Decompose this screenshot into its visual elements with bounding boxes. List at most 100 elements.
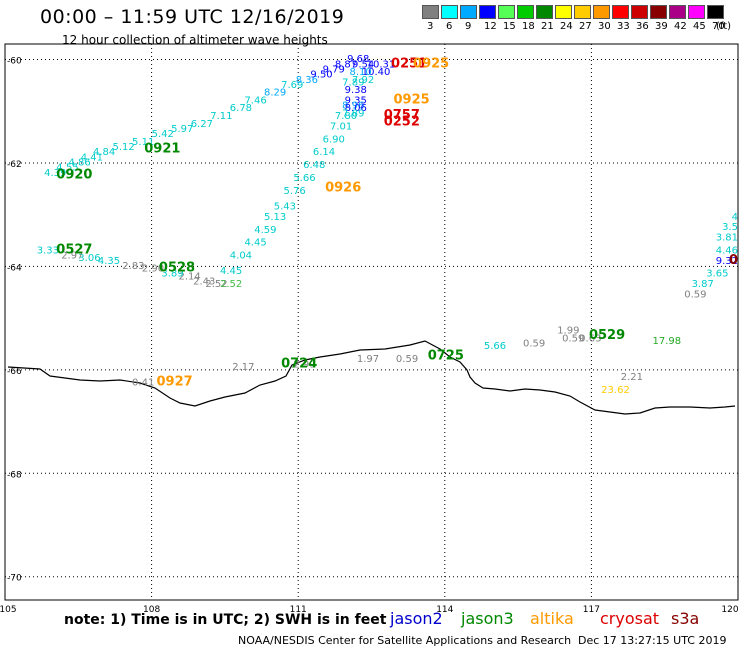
wave-height-label: 2.52 [220,279,242,290]
lon-tick-label: 108 [143,605,160,615]
wave-height-label: 9.54 [352,59,374,70]
wave-height-label: 5.12 [113,142,135,153]
wave-height-label: 7.46 [244,95,266,106]
time-label: 0527 [56,242,92,257]
wave-height-label: 8.36 [296,75,318,86]
legend-label-36: 36 [636,21,649,32]
wave-height-label: 5.66 [484,341,506,352]
wave-height-label: 1.97 [357,354,379,365]
legend-swatch-39 [650,5,667,19]
wave-height-label: 6.27 [191,119,213,130]
wave-height-label: 6.14 [313,147,335,158]
wave-height-label: 6.90 [323,134,345,145]
wave-height-label: 0.59 [396,354,418,365]
legend-label-6: 6 [446,21,453,32]
wave-height-label: 4.04 [230,251,252,262]
wave-height-label: 4.84 [93,147,115,158]
lon-tick-label: 111 [290,605,307,615]
wave-height-label: 2.83 [122,261,144,272]
coastline [7,340,736,415]
wave-height-label: 2.90 [142,264,164,275]
footer-credit: NOAA/NESDIS Center for Satellite Applica… [238,634,572,647]
legend-label-24: 24 [560,21,573,32]
time-label: 0724 [281,356,317,371]
wave-height-label: 8.06 [345,103,367,114]
lat-tick-label: -66 [7,367,22,377]
wave-height-label: 1.99 [557,326,579,337]
time-label: 0925 [393,92,429,107]
wave-height-label: 0.41 [132,377,154,388]
wave-height-label: 2.43 [193,277,215,288]
legend-swatch-9 [460,5,477,19]
wave-height-label: 6.48 [303,160,325,171]
wave-height-label: 5.97 [171,124,193,135]
wave-height-label: 7.89 [342,108,364,119]
time-labels-layer: 0920092105270528092609250757025202510925… [56,56,738,389]
legend-swatch-30 [593,5,610,19]
legend-label-45: 45 [693,21,706,32]
wave-height-label: 10.40 [362,67,391,78]
graticule [5,44,738,600]
legend-label-3: 3 [427,21,434,32]
legend-swatch-12 [479,5,496,19]
wave-height-label: 4.35 [98,256,120,267]
legend-swatch-45 [688,5,705,19]
time-label: 0926 [325,180,361,195]
wave-height-label: 3.81 [716,233,738,244]
map-frame [4,43,739,601]
satellite-s3a: s3a [671,609,700,628]
legend-swatch-42 [669,5,686,19]
legend-swatch-70 [707,5,724,19]
wave-height-label: 2.21 [621,372,643,383]
wave-height-label: 4.45 [244,238,266,249]
wave-height-label: 0.59 [684,289,706,300]
wave-height-label: 23.62 [601,385,630,396]
wave-height-label: 0.59 [523,339,545,350]
wave-height-label: 10.31 [367,59,396,70]
wave-height-label: 3.06 [78,253,100,264]
time-label: 0725 [428,348,464,363]
wave-height-label: 6.78 [230,103,252,114]
lon-tick-label: 114 [436,605,453,615]
wave-height-label: 4 [732,212,738,223]
legend-swatch-27 [574,5,591,19]
wave-height-label: 9.38 [345,85,367,96]
wave-height-label: 7.89 [342,77,364,88]
legend-label-27: 27 [579,21,592,32]
legend-swatch-21 [536,5,553,19]
wave-height-label: 0.59 [562,333,584,344]
legend-label-39: 39 [655,21,668,32]
wave-height-label: 9.35 [345,95,367,106]
wave-height-label: 4.55 [56,163,78,174]
wave-height-label: 3.87 [692,279,714,290]
footnote: note: 1) Time is in UTC; 2) SWH is in fe… [64,612,387,628]
time-label: 0 [729,253,738,268]
wave-height-label: 5.13 [264,212,286,223]
wave-height-label: 5.76 [284,186,306,197]
wave-height-label: 2.97 [61,251,83,262]
legend-swatch-15 [498,5,515,19]
satellite-jason3: jason3 [461,609,514,628]
time-label: 0927 [156,374,192,389]
legend-label-21: 21 [541,21,554,32]
satellite-cryosat: cryosat [600,609,660,628]
wave-height-label: 9.79 [323,64,345,75]
lon-tick-label: 105 [0,605,17,615]
legend-label-18: 18 [522,21,535,32]
legend-label-42: 42 [674,21,687,32]
legend-swatch-6 [441,5,458,19]
lon-tick-label: 120 [721,605,738,615]
wave-height-label: 7.11 [210,111,232,122]
legend-swatch-3 [422,5,439,19]
time-label: 0529 [589,328,625,343]
legend-label-70: 70 [712,21,725,32]
wave-height-label: 5.66 [293,173,315,184]
legend-label-30: 30 [598,21,611,32]
legend-label-9: 9 [465,21,472,32]
wave-height-label: 8.87 [335,59,357,70]
wave-height-label: 8.29 [264,88,286,99]
wave-height-label: 3.89 [161,269,183,280]
wave-height-label: 4.86 [69,158,91,169]
lat-tick-label: -70 [7,574,22,584]
legend-swatch-24 [555,5,572,19]
